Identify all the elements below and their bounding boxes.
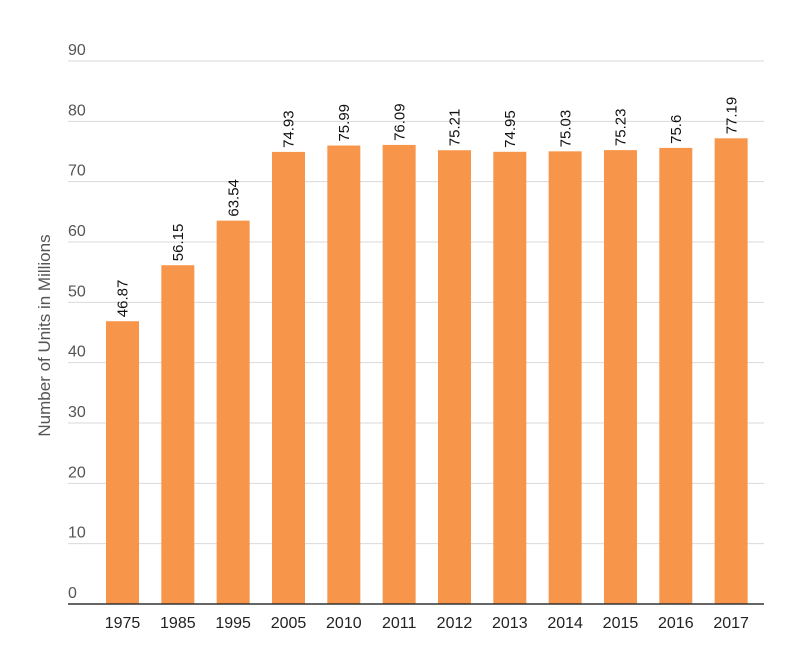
data-label-2013: 74.95 [502,110,519,148]
data-label-1995: 63.54 [225,179,242,217]
data-label-2017: 77.19 [723,97,740,135]
y-tick-label: 30 [68,404,86,421]
y-tick-label: 60 [68,223,86,240]
bar-2013 [493,151,527,604]
y-tick-label: 90 [68,42,86,59]
data-label-2015: 75.23 [613,109,630,147]
bar-2014 [548,151,582,604]
y-tick-label: 40 [68,344,86,361]
y-tick-label: 0 [68,585,77,602]
bar-2017 [714,138,748,605]
x-tick-label-2011: 2011 [382,615,417,632]
y-tick-label: 70 [68,163,86,180]
data-label-2014: 75.03 [557,110,574,148]
x-tick-label-2016: 2016 [658,615,694,632]
bar-1975 [106,321,139,604]
bar-2016 [659,147,693,604]
x-tick-label-1985: 1985 [160,615,196,632]
bar-2015 [603,150,637,604]
bar-2011 [382,144,416,605]
data-label-1975: 46.87 [115,280,132,318]
x-tick-label-2017: 2017 [713,615,749,632]
bar-2010 [327,145,361,605]
data-label-2010: 75.99 [336,104,353,142]
data-label-2016: 75.6 [668,115,685,144]
x-axis-ticks: 1975 1985 1995 2005 2010 2011 2012 2013 2014 2015… [105,615,749,632]
x-tick-label-2005: 2005 [271,615,307,632]
data-labels: 46.87 56.15 63.54 74.93 75.99 76.09 75.21 74.95… [115,97,741,317]
bar-1995 [216,220,250,604]
bar-1985 [161,265,195,604]
bars [106,138,748,605]
bar-2012 [437,150,471,604]
y-tick-label: 10 [68,525,86,542]
data-label-2011: 76.09 [391,103,408,141]
data-label-2012: 75.21 [447,109,464,147]
bar-2005 [271,151,305,604]
x-tick-label-2013: 2013 [492,615,528,632]
y-tick-label: 80 [68,102,86,119]
x-tick-label-1975: 1975 [105,615,141,632]
data-label-1985: 56.15 [170,224,187,262]
y-tick-label: 20 [68,464,86,481]
y-tick-label: 50 [68,283,86,300]
x-tick-label-2012: 2012 [437,615,473,632]
y-axis-title: Number of Units in Millions [35,234,54,436]
x-tick-label-2015: 2015 [603,615,639,632]
x-tick-label-2010: 2010 [326,615,362,632]
data-label-2005: 74.93 [281,110,298,148]
x-tick-label-1995: 1995 [215,615,251,632]
x-tick-label-2014: 2014 [547,615,583,632]
y-axis-ticks: 0 10 20 30 40 50 60 70 80 90 [68,42,86,602]
